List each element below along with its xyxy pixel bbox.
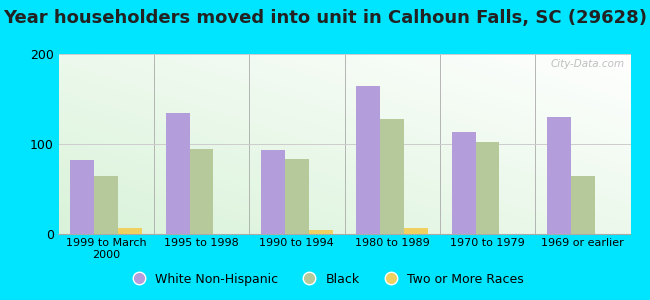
Bar [404,228,428,234]
Text: Year householders moved into unit in Calhoun Falls, SC (29628): Year householders moved into unit in Cal… [3,9,647,27]
Bar [356,85,380,234]
Bar [285,159,309,234]
Bar [94,176,118,234]
Bar [190,148,213,234]
Legend: White Non-Hispanic, Black, Two or More Races: White Non-Hispanic, Black, Two or More R… [121,268,529,291]
Bar [70,160,94,234]
Text: City-Data.com: City-Data.com [551,59,625,69]
Bar [309,230,333,234]
Bar [571,176,595,234]
Bar [476,142,499,234]
Bar [166,112,190,234]
Bar [547,117,571,234]
Bar [380,119,404,234]
Bar [452,132,476,234]
Bar [118,228,142,234]
Bar [261,150,285,234]
